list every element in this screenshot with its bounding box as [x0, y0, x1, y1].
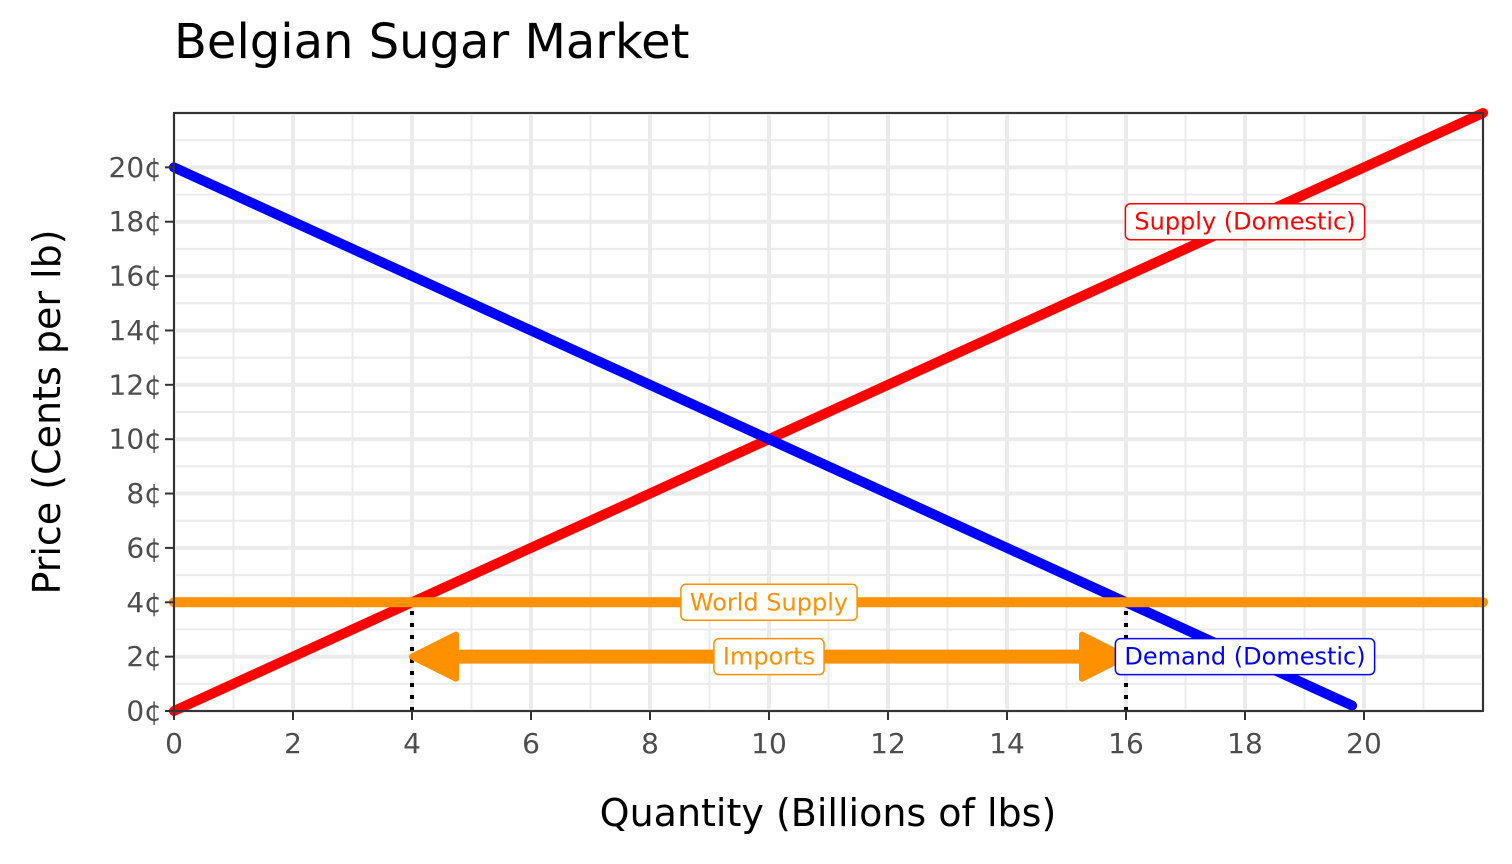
label-supply-domestic-text: Supply (Domestic): [1134, 208, 1355, 236]
imports-arrow-head-right: [1079, 631, 1129, 682]
x-tick-label: 8: [641, 727, 659, 760]
x-tick-label: 10: [751, 727, 787, 760]
y-tick-label: 14¢: [109, 314, 162, 347]
y-tick-label: 6¢: [126, 531, 162, 564]
y-tick-label: 16¢: [109, 260, 162, 293]
y-tick-label: 20¢: [109, 151, 162, 184]
series-line-demand-domestic: [169, 162, 1358, 711]
y-axis-title: Price (Cents per lb): [25, 229, 69, 594]
x-tick-label: 12: [870, 727, 906, 760]
imports-arrow-head-left: [409, 631, 459, 682]
label-demand-domestic-box: [1114, 637, 1376, 676]
series-labels: Supply (Domestic) Demand (Domestic) World …: [680, 202, 1376, 676]
x-tick-label: 6: [522, 727, 540, 760]
x-tick-label: 16: [1108, 727, 1144, 760]
y-tick-label: 2¢: [126, 640, 162, 673]
label-imports-text: Imports: [723, 643, 815, 671]
chart-title: Belgian Sugar Market: [174, 14, 690, 70]
y-tick-label: 12¢: [109, 368, 162, 401]
label-imports-box: [713, 637, 825, 676]
label-demand-domestic: Demand (Domestic): [1114, 637, 1376, 676]
x-tick-label: 14: [989, 727, 1025, 760]
label-supply-domestic-box: [1124, 202, 1366, 241]
label-world-supply: World Supply: [680, 583, 858, 622]
y-axis: 0¢ 2¢ 4¢ 6¢ 8¢ 10¢ 12¢ 14¢ 16¢ 18¢ 20¢: [109, 151, 174, 728]
x-tick-label: 18: [1227, 727, 1263, 760]
y-tick-label: 10¢: [109, 423, 162, 456]
label-supply-domestic: Supply (Domestic): [1124, 202, 1366, 241]
label-world-supply-box: [680, 583, 858, 622]
x-tick-label: 4: [403, 727, 421, 760]
x-axis: 0 2 4 6 8 10 12 14 16 18 20: [165, 711, 1382, 760]
label-world-supply-text: World Supply: [690, 588, 848, 616]
x-tick-label: 20: [1346, 727, 1382, 760]
label-imports: Imports: [713, 637, 825, 676]
y-tick-label: 8¢: [126, 477, 162, 510]
x-tick-label: 0: [165, 727, 183, 760]
y-tick-label: 4¢: [126, 586, 162, 619]
y-tick-label: 18¢: [109, 205, 162, 238]
label-demand-domestic-text: Demand (Domestic): [1124, 643, 1365, 671]
x-tick-label: 2: [284, 727, 302, 760]
plot-border: [173, 112, 1484, 712]
y-tick-label: 0¢: [126, 695, 162, 728]
x-axis-title: Quantity (Billions of lbs): [600, 791, 1057, 835]
